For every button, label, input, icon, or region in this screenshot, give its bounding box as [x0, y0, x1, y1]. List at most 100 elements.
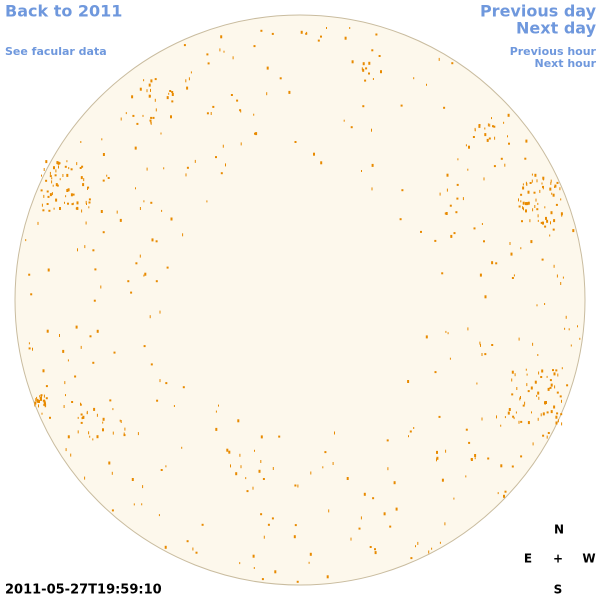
next-day-link[interactable]: Next day — [516, 19, 597, 38]
spot — [408, 435, 409, 438]
spot — [112, 408, 114, 411]
spot — [500, 424, 502, 427]
spot — [556, 391, 559, 394]
spot — [531, 179, 533, 183]
spot — [371, 128, 372, 132]
spot — [524, 157, 527, 160]
spot — [119, 419, 121, 422]
spot — [119, 218, 122, 222]
spot — [560, 198, 562, 201]
spot — [554, 385, 556, 389]
spot — [530, 240, 533, 244]
spot — [64, 165, 67, 168]
spot — [393, 481, 396, 485]
spot — [520, 455, 523, 458]
spot — [561, 399, 562, 403]
spot — [150, 363, 153, 366]
spot — [68, 167, 70, 170]
spot — [522, 404, 525, 407]
spot — [271, 517, 274, 520]
spot — [487, 123, 489, 127]
spot — [511, 378, 513, 382]
spot — [552, 228, 555, 231]
spot — [546, 435, 548, 439]
spot — [541, 258, 544, 261]
spot — [550, 181, 552, 185]
spot — [445, 449, 447, 453]
spot — [546, 219, 549, 223]
facular-data-link[interactable]: See facular data — [5, 45, 107, 58]
spot — [266, 92, 268, 96]
spot — [52, 184, 54, 187]
spot — [42, 369, 45, 373]
spot — [296, 580, 299, 583]
spot — [453, 232, 456, 235]
spot — [36, 398, 39, 402]
spot — [239, 109, 242, 112]
spot — [146, 89, 148, 93]
spot — [159, 379, 161, 383]
spot — [173, 405, 175, 407]
spot — [45, 397, 48, 400]
spot — [166, 96, 169, 100]
spot — [159, 310, 161, 314]
spot — [51, 180, 53, 184]
spot — [49, 175, 52, 178]
spot — [142, 485, 144, 489]
spot — [72, 202, 74, 205]
spot — [334, 431, 335, 435]
spot — [537, 214, 539, 218]
spot — [557, 419, 559, 423]
spot — [225, 163, 226, 167]
spot — [541, 182, 543, 185]
spot — [413, 77, 415, 80]
spot — [491, 261, 494, 265]
spot — [83, 178, 85, 182]
spot — [553, 405, 556, 409]
spot — [96, 435, 99, 439]
spot — [136, 122, 139, 125]
spot — [84, 476, 86, 480]
next-hour-link[interactable]: Next hour — [535, 57, 597, 70]
facular-spots — [25, 27, 581, 583]
back-link[interactable]: Back to 2011 — [5, 2, 122, 21]
spot — [504, 490, 507, 493]
spot — [526, 383, 528, 387]
previous-hour-link[interactable]: Previous hour — [510, 45, 597, 58]
spot — [532, 342, 534, 346]
spot — [504, 416, 506, 419]
spot — [525, 202, 527, 206]
spot — [260, 460, 262, 463]
compass-west: W — [582, 552, 595, 566]
spot — [85, 200, 87, 204]
spot — [513, 274, 515, 277]
spot — [560, 413, 563, 416]
spot — [399, 218, 402, 221]
spot — [544, 225, 547, 228]
spot — [206, 200, 208, 203]
spot — [96, 329, 99, 333]
spot — [344, 36, 347, 40]
spot — [508, 408, 511, 411]
spot — [579, 337, 581, 340]
spot — [218, 404, 219, 407]
spot — [75, 325, 78, 329]
spot — [480, 343, 481, 347]
spot — [194, 159, 196, 163]
spot — [139, 254, 141, 258]
spot — [519, 397, 521, 401]
spot — [349, 27, 351, 29]
spot — [71, 401, 74, 403]
spot — [123, 432, 125, 436]
spot — [150, 88, 151, 92]
spot — [137, 432, 139, 436]
previous-day-link[interactable]: Previous day — [480, 2, 597, 21]
spot — [484, 353, 487, 356]
spot — [62, 174, 64, 177]
spot — [350, 537, 352, 541]
spot — [102, 421, 104, 424]
spot — [41, 396, 42, 400]
spot — [449, 357, 451, 360]
spot — [537, 391, 540, 395]
spot — [530, 386, 533, 390]
